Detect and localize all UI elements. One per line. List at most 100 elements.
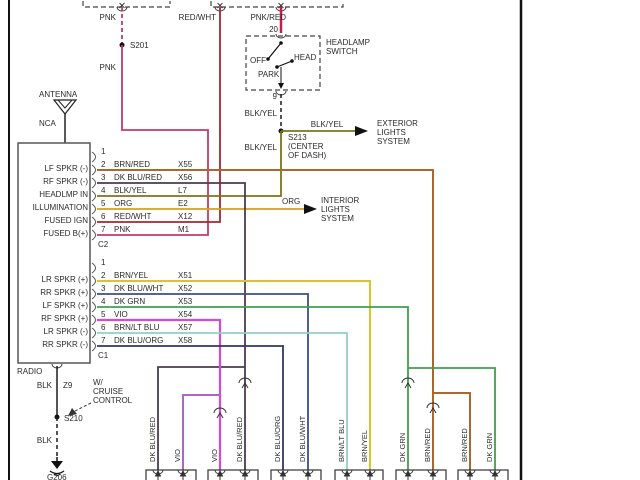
exterior-lights-label-3: SYSTEM [377, 137, 410, 146]
speaker-box-4 [334, 469, 384, 480]
c1-pin3-num: 3 [101, 284, 106, 293]
headlamp-switch-title-1: HEADLAMP [326, 38, 370, 47]
switch-position-park: PARK [258, 70, 280, 79]
c1-pin7-num: 7 [101, 336, 106, 345]
splice-s213-label-3: OF DASH) [288, 151, 327, 160]
c2-pin6-num: 6 [101, 212, 106, 221]
c1-pin7-wire: DK BLU/ORG [114, 336, 163, 345]
c2-pin3-func: RF SPKR (-) [43, 177, 88, 186]
c1-pin6-code: X57 [178, 323, 193, 332]
speaker-boxes [145, 469, 509, 480]
wire-label-pnk-1: PNK [100, 13, 117, 22]
wire-brn-red-x55 [97, 169, 434, 470]
wire-dk-blu-red-x56-branch [157, 366, 245, 470]
c1-pin7-func: RR SPKR (-) [42, 340, 88, 349]
interior-lights-label-2: LIGHTS [321, 205, 350, 214]
c2-pin4-code: L7 [178, 186, 187, 195]
wire-red-wht [97, 7, 221, 223]
wire-dk-blu-red-x56 [97, 182, 246, 470]
c1-pin5-func: RF SPKR (+) [41, 314, 88, 323]
c2-pin7-func: FUSED B(+) [43, 229, 88, 238]
antenna-icon [52, 99, 78, 143]
c2-pin2-num: 2 [101, 160, 106, 169]
c1-pin6-num: 6 [101, 323, 106, 332]
c1-pin1-num: 1 [101, 258, 106, 267]
c2-pin6-func: FUSED IGN [44, 216, 88, 225]
c1-pin5-num: 5 [101, 310, 106, 319]
c2-pin7-num: 7 [101, 225, 106, 234]
ground-icon [49, 457, 65, 477]
bottom-wire-label: DK BLU/RED [235, 416, 244, 462]
cruise-control-arrow-icon [68, 402, 92, 416]
wire-pnk [97, 45, 209, 236]
bottom-wire-label: DK GRN [485, 433, 494, 462]
wire-label-org: ORG [282, 197, 300, 206]
splice-s213-label-1: S213 [288, 133, 307, 142]
wire-label-pnk-2: PNK [100, 63, 117, 72]
terminal-9-label: 9 [273, 92, 278, 101]
c1-pin4-num: 4 [101, 297, 106, 306]
c1-pin2-num: 2 [101, 271, 106, 280]
c2-pin6-code: X12 [178, 212, 193, 221]
radio-label: RADIO [17, 367, 42, 376]
c1-pin3-code: X52 [178, 284, 193, 293]
speaker-terminal-icons [152, 469, 501, 475]
exterior-lights-label-2: LIGHTS [377, 128, 406, 137]
wire-dk-grn-x53 [97, 306, 409, 470]
c1-pin2-code: X51 [178, 271, 193, 280]
c1-pin6-wire: BRN/LT BLU [114, 323, 160, 332]
c2-pin-brackets [91, 151, 96, 241]
c2-pin6-wire: RED/WHT [114, 212, 151, 221]
exterior-lights-label-1: EXTERIOR [377, 119, 418, 128]
headlamp-switch-contacts-icon [266, 41, 294, 89]
wire-dk-blu-wht-x52 [97, 293, 309, 470]
splice-s201-label: S201 [130, 41, 149, 50]
ground-g206-label: G206 [47, 473, 67, 480]
switch-position-off: OFF [250, 56, 266, 65]
cruise-control-label-1: W/ [93, 378, 104, 387]
c2-pin3-code: X56 [178, 173, 193, 182]
cruise-control-label-2: CRUISE [93, 387, 123, 396]
c2-pin7-wire: PNK [114, 225, 131, 234]
terminal-20-icon [275, 33, 287, 39]
bottom-wire-label: DK BLU/WHT [298, 415, 307, 462]
c1-pin7-code: X58 [178, 336, 193, 345]
splice-s210-label: S210 [64, 414, 83, 423]
wire-brn-lt-blu-x57 [97, 332, 348, 470]
antenna-nca-label: NCA [39, 119, 57, 128]
wire-label-red-wht: RED/WHT [179, 13, 216, 22]
speaker-box-3 [270, 469, 322, 480]
wire-vio-x54 [97, 318, 222, 470]
c2-pin2-wire: BRN/RED [114, 160, 150, 169]
wire-label-pnk-red: PNK/RED [250, 13, 286, 22]
c2-pin7-code: M1 [178, 225, 190, 234]
wire-vio-x54-branch [182, 394, 220, 470]
c2-pin3-wire: DK BLU/RED [114, 173, 162, 182]
c2-pin5-num: 5 [101, 199, 106, 208]
bottom-wire-label: BRN/LT BLU [337, 419, 346, 462]
speaker-terminal-arrows [154, 469, 499, 480]
c2-connector-label: C2 [98, 240, 109, 249]
wire-brn-yel-x51 [97, 280, 371, 470]
c2-pin4-num: 4 [101, 186, 106, 195]
c1-pin2-func: LR SPKR (+) [42, 275, 89, 284]
speaker-box-2 [207, 469, 259, 480]
headlamp-switch-box [245, 35, 321, 91]
wire-label-blk-yel-arrow: BLK/YEL [311, 120, 344, 129]
c2-pin4-func: HEADLMP IN [39, 190, 88, 199]
c1-pin5-wire: VIO [114, 310, 128, 319]
c2-pin2-code: X55 [178, 160, 193, 169]
speaker-box-5 [395, 469, 447, 480]
wire-label-blk-lower: BLK [37, 436, 53, 445]
headlamp-switch-title-2: SWITCH [326, 47, 358, 56]
interior-lights-label-1: INTERIOR [321, 196, 359, 205]
wire-label-blk-yel-upper: BLK/YEL [245, 109, 278, 118]
c2-pin4-wire: BLK/YEL [114, 186, 147, 195]
c2-pin5-code: E2 [178, 199, 188, 208]
wire-dk-blu-org-x58 [97, 345, 284, 470]
inline-connector-icon [213, 407, 227, 419]
c1-pin3-wire: DK BLU/WHT [114, 284, 163, 293]
terminal-20-label: 20 [269, 25, 278, 34]
c1-pin3-func: RR SPKR (+) [40, 288, 88, 297]
